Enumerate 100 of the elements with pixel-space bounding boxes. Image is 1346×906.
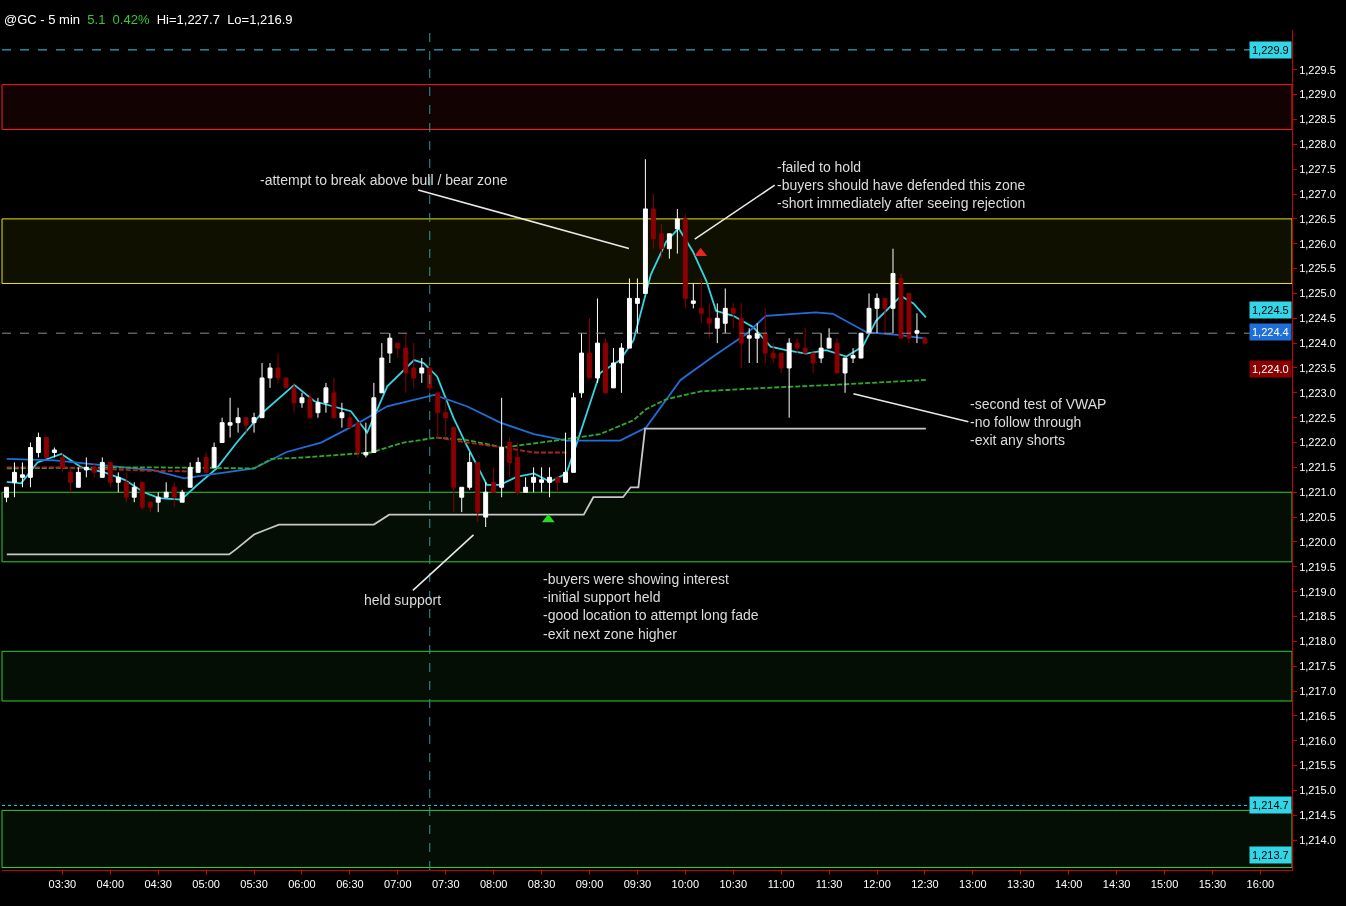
ref-line-label: 1,229.9: [1252, 44, 1289, 56]
candlestick: [339, 402, 345, 429]
line-series: [5, 427, 927, 556]
x-tick-label: 05:00: [192, 878, 220, 891]
y-tick-label: 1,222.0: [1299, 436, 1336, 449]
x-tick-label: 15:30: [1198, 878, 1227, 891]
x-tick-label: 15:00: [1150, 878, 1179, 891]
candlestick: [499, 397, 505, 498]
candlestick: [411, 342, 417, 389]
candlestick: [714, 302, 720, 344]
x-tick-label: 08:30: [527, 878, 556, 891]
candlestick: [51, 447, 57, 458]
y-tick-label: 1,216.0: [1299, 734, 1336, 747]
y-tick-label: 1,229.5: [1299, 63, 1336, 76]
annotation: -second test of VWAP -no follow through -exit any shorts: [970, 396, 1107, 449]
candlestick: [355, 422, 361, 458]
candlestick: [243, 417, 249, 434]
candlestick: [35, 432, 41, 458]
candlestick: [531, 466, 537, 493]
y-tick-label: 1,217.0: [1299, 684, 1336, 697]
candlestick: [882, 297, 888, 334]
candlestick: [682, 213, 688, 309]
candlestick: [211, 442, 217, 468]
y-tick-label: 1,222.5: [1299, 411, 1336, 424]
y-tick-label: 1,223.5: [1299, 361, 1336, 374]
y-tick-label: 1,221.0: [1299, 486, 1336, 499]
x-tick-label: 11:30: [815, 878, 843, 891]
x-tick-label: 10:30: [719, 878, 748, 891]
candlestick: [195, 456, 201, 473]
candlestick: [155, 491, 161, 513]
candlestick: [706, 302, 712, 339]
y-tick-label: 1,228.5: [1299, 113, 1336, 126]
candlestick: [483, 481, 489, 528]
x-tick-label: 04:00: [96, 878, 125, 891]
candlestick: [842, 357, 848, 394]
candlestick: [379, 342, 385, 394]
x-tick-label: 14:00: [1054, 878, 1083, 891]
candlestick: [131, 481, 137, 503]
candlestick: [507, 437, 513, 478]
candlestick: [323, 382, 329, 414]
candlestick: [858, 332, 864, 359]
candlestick: [818, 332, 824, 364]
x-tick-label: 12:30: [911, 878, 939, 891]
y-tick-label: 1,225.5: [1299, 262, 1336, 275]
y-tick-label: 1,220.0: [1299, 535, 1336, 548]
y-tick-label: 1,220.5: [1299, 510, 1336, 523]
y-tick-label: 1,219.0: [1299, 585, 1336, 598]
candlestick: [75, 466, 81, 488]
chart-subtitle: 5.1 0.42%: [87, 11, 150, 27]
candlestick: [187, 461, 193, 488]
candlestick: [251, 412, 257, 434]
candlestick: [107, 461, 113, 488]
candlestick: [99, 456, 105, 478]
chart-title: @GC - 5 min: [4, 11, 81, 27]
y-tick-label: 1,217.5: [1299, 660, 1336, 673]
candlestick: [491, 466, 497, 493]
y-tick-label: 1,227.5: [1299, 163, 1336, 176]
candlestick: [275, 352, 281, 384]
candlestick: [27, 442, 33, 488]
candlestick: [898, 273, 904, 339]
candlestick: [698, 278, 704, 324]
ref-line-label: 1,214.7: [1252, 799, 1289, 811]
x-tick-label: 04:30: [144, 878, 172, 891]
y-tick-label: 1,224.5: [1299, 312, 1336, 325]
candlestick: [666, 233, 672, 260]
candlestick: [555, 476, 561, 493]
y-tick-label: 1,226.5: [1299, 212, 1336, 225]
candlestick: [674, 208, 680, 255]
candlestick: [419, 357, 425, 384]
candlestick: [171, 481, 177, 508]
x-tick-label: 06:00: [288, 878, 316, 891]
annotation: -failed to hold -buyers should have defended this zone -short immediately after seeing rejection: [777, 159, 1026, 212]
candlestick: [43, 437, 49, 458]
candlestick: [906, 292, 912, 344]
candlestick: [67, 466, 73, 493]
text: Hi=1,227.7 Lo=1,216.9: [156, 11, 293, 27]
candlestick: [387, 332, 393, 364]
candlestick: [291, 382, 297, 414]
candlestick: [12, 461, 17, 498]
candlestick: [850, 347, 856, 364]
x-tick-label: 03:30: [48, 878, 77, 891]
x-tick-label: 11:00: [767, 878, 795, 891]
y-tick-label: 1,221.5: [1299, 461, 1336, 474]
candlestick: [203, 451, 209, 473]
candlestick: [914, 312, 920, 344]
candlestick: [523, 476, 529, 493]
candlestick: [810, 352, 816, 374]
x-tick-label: 13:00: [959, 878, 987, 891]
annotation: 1,213.7: [1252, 849, 1289, 861]
candlestick: [778, 352, 784, 374]
candlestick: [307, 392, 313, 419]
candlestick: [690, 282, 696, 309]
candlestick: [219, 417, 225, 444]
x-tick-label: 06:30: [336, 878, 364, 891]
candlestick: [283, 377, 289, 389]
candlestick: [515, 442, 521, 496]
candlestick: [738, 302, 744, 369]
y-tick-label: 1,224.0: [1299, 336, 1336, 349]
candlestick: [834, 337, 840, 374]
candlestick: [922, 337, 928, 344]
